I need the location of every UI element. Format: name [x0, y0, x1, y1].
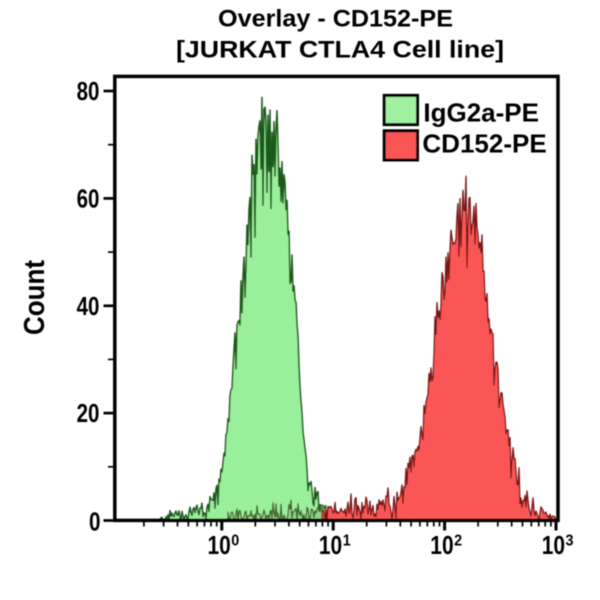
svg-text:10: 10 — [430, 530, 453, 560]
svg-text:10: 10 — [319, 530, 342, 560]
svg-text:[JURKAT CTLA4 Cell line]: [JURKAT CTLA4 Cell line] — [176, 38, 504, 64]
svg-text:0: 0 — [89, 507, 101, 537]
svg-text:IgG2a-PE: IgG2a-PE — [423, 98, 539, 128]
svg-text:CD152-PE: CD152-PE — [422, 129, 546, 159]
svg-text:10: 10 — [208, 530, 231, 560]
svg-text:40: 40 — [77, 291, 100, 321]
svg-text:10: 10 — [542, 530, 565, 560]
svg-text:Count: Count — [19, 260, 51, 335]
svg-text:20: 20 — [77, 398, 100, 428]
svg-text:Overlay - CD152-PE: Overlay - CD152-PE — [218, 7, 453, 33]
svg-text:60: 60 — [77, 183, 100, 213]
svg-text:80: 80 — [77, 76, 100, 106]
svg-text:2: 2 — [454, 532, 462, 549]
svg-text:1: 1 — [343, 532, 351, 549]
svg-text:0: 0 — [231, 532, 239, 549]
svg-text:3: 3 — [566, 532, 574, 549]
